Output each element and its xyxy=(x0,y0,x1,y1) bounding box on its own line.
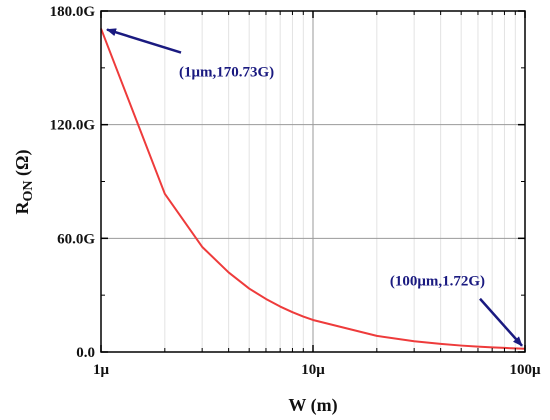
y-tick-label: 120.0G xyxy=(50,118,96,134)
y-axis-title-unit: (Ω) xyxy=(12,150,33,181)
tick-labels: 1μ 10μ 100μ 0.0 60.0G 120.0G 180.0G xyxy=(50,4,541,378)
tick-marks xyxy=(100,10,526,353)
annotation-label-2: (100μm,1.72G) xyxy=(390,274,485,290)
annotation-label-1: (1μm,170.73G) xyxy=(179,65,274,81)
y-tick-label: 180.0G xyxy=(50,4,96,20)
y-axis-title-sub: ON xyxy=(21,180,36,201)
x-tick-label: 1μ xyxy=(93,362,110,378)
y-axis-title: RON (Ω) xyxy=(12,150,36,215)
y-axis-title-main: R xyxy=(12,200,32,214)
x-tick-label: 10μ xyxy=(301,362,325,378)
minor-grid xyxy=(164,11,516,352)
x-tick-label: 100μ xyxy=(509,362,541,378)
series-line xyxy=(100,28,526,350)
annotation-arrow-2 xyxy=(479,297,523,347)
annotation-arrow-1 xyxy=(106,28,182,54)
annotations: (1μm,170.73G) (100μm,1.72G) xyxy=(106,28,523,347)
series-layer xyxy=(100,28,526,350)
y-tick-label: 0.0 xyxy=(76,345,95,361)
x-axis-title: W (m) xyxy=(288,395,337,416)
y-tick-label: 60.0G xyxy=(57,231,95,247)
